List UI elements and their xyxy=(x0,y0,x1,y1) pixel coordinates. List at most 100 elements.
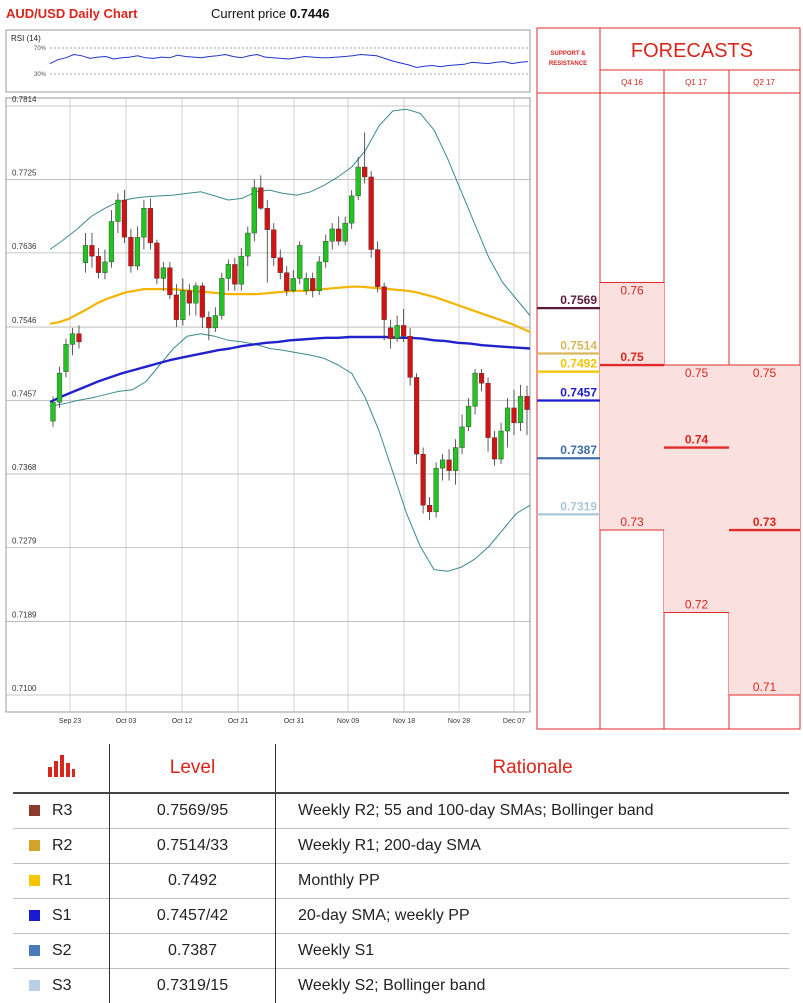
forecast-boxes: 0.760.750.730.750.740.720.750.730.71 xyxy=(600,283,800,695)
bar-chart-icon-cell xyxy=(13,744,110,793)
candle-body xyxy=(525,396,530,409)
level-color-swatch xyxy=(29,980,40,991)
candle xyxy=(408,328,413,386)
y-tick-label: 0.7725 xyxy=(12,168,37,177)
level-value: 0.7387 xyxy=(110,934,276,969)
candle-body xyxy=(323,241,328,262)
level-code-cell: R3 xyxy=(13,793,110,829)
level-code-cell: S1 xyxy=(13,899,110,934)
y-tick-label: 0.7279 xyxy=(12,536,37,545)
candle-body xyxy=(154,243,159,278)
candle-body xyxy=(512,408,517,423)
candle-body xyxy=(427,505,432,512)
candle-body xyxy=(499,431,504,459)
candle-body xyxy=(486,383,491,437)
candle-body xyxy=(466,406,471,427)
price-chart: 0.78140.77250.76360.75460.74570.73680.72… xyxy=(6,95,530,725)
rsi-frame xyxy=(6,30,530,92)
chart-canvas: RSI (14) 70% 30% 0.78140.77250.76360.754… xyxy=(0,0,803,735)
candle-body xyxy=(161,268,166,279)
candle-body xyxy=(362,167,367,177)
y-tick-label: 0.7457 xyxy=(12,390,37,399)
candle xyxy=(252,179,257,241)
candle xyxy=(349,190,354,229)
forecast-mid-label: 0.75 xyxy=(620,350,644,364)
x-tick-label: Sep 23 xyxy=(59,718,81,725)
level-code-cell: S3 xyxy=(13,969,110,1003)
level-code: S2 xyxy=(52,942,72,959)
forecast-high-label: 0.75 xyxy=(685,366,709,380)
candle xyxy=(64,339,69,378)
level-rationale: Monthly PP xyxy=(276,864,790,899)
level-value: 0.7319/15 xyxy=(110,969,276,1003)
x-tick-label: Oct 12 xyxy=(172,718,193,725)
candle-body xyxy=(167,268,172,295)
rsi-panel: RSI (14) 70% 30% xyxy=(6,30,530,92)
sr-level-label: 0.7319 xyxy=(560,499,597,513)
level-code: S1 xyxy=(52,907,72,924)
forecast-low-label: 0.72 xyxy=(685,598,709,612)
candle-body xyxy=(369,177,374,250)
candle-body xyxy=(219,278,224,315)
candle-body xyxy=(304,278,309,290)
y-tick-label: 0.7636 xyxy=(12,242,37,251)
candle-body xyxy=(395,325,400,338)
forecast-high-label: 0.75 xyxy=(753,366,777,380)
forecast-panel: SUPPORT &RESISTANCE FORECASTS Q4 16 Q1 1… xyxy=(537,28,800,729)
levels-table-header: Level Rationale xyxy=(13,744,789,793)
candle-body xyxy=(440,460,445,468)
level-code-cell: R2 xyxy=(13,829,110,864)
candle-body xyxy=(232,264,237,284)
level-code: S3 xyxy=(52,977,72,994)
level-code: R2 xyxy=(52,837,72,854)
candle-body xyxy=(492,438,497,459)
forecast-range xyxy=(600,283,664,530)
candle-body xyxy=(505,408,510,431)
candle-body xyxy=(77,334,82,342)
forecast-low-label: 0.73 xyxy=(620,515,644,529)
sr-header: SUPPORT &RESISTANCE xyxy=(549,51,587,67)
candle-body xyxy=(388,328,393,339)
candle-body xyxy=(226,264,231,278)
forecast-mid-label: 0.73 xyxy=(753,515,777,529)
sr-level-label: 0.7492 xyxy=(560,357,597,371)
level-value: 0.7569/95 xyxy=(110,793,276,829)
y-tick-label: 0.7368 xyxy=(12,463,37,472)
x-tick-label: Nov 18 xyxy=(393,718,415,725)
candle-body xyxy=(375,250,380,287)
bar-chart-icon xyxy=(46,753,76,777)
level-color-swatch xyxy=(29,840,40,851)
level-rationale: Weekly S2; Bollinger band xyxy=(276,969,790,1003)
candle-body xyxy=(174,295,179,320)
candle-body xyxy=(336,229,341,241)
x-tick-label: Oct 21 xyxy=(228,718,249,725)
candle-body xyxy=(122,200,127,237)
candle-body xyxy=(96,256,101,272)
level-header: Level xyxy=(110,744,276,793)
candle-body xyxy=(271,230,276,258)
level-value: 0.7457/42 xyxy=(110,899,276,934)
candle-body xyxy=(518,396,523,422)
level-color-swatch xyxy=(29,805,40,816)
candle-body xyxy=(265,208,270,229)
candle-body xyxy=(479,373,484,383)
candle-body xyxy=(473,373,478,406)
x-tick-label: Nov 28 xyxy=(448,718,470,725)
candle-body xyxy=(258,188,263,209)
level-code-cell: R1 xyxy=(13,864,110,899)
candle-body xyxy=(317,262,322,291)
forecast-low-label: 0.71 xyxy=(753,680,777,694)
candle-body xyxy=(193,286,198,303)
x-tick-label: Oct 31 xyxy=(284,718,305,725)
level-color-swatch xyxy=(29,875,40,886)
candle-body xyxy=(356,167,361,196)
candle-body xyxy=(414,377,419,454)
candle-body xyxy=(310,278,315,290)
candle-body xyxy=(148,208,153,243)
sr-level-label: 0.7387 xyxy=(560,443,597,457)
